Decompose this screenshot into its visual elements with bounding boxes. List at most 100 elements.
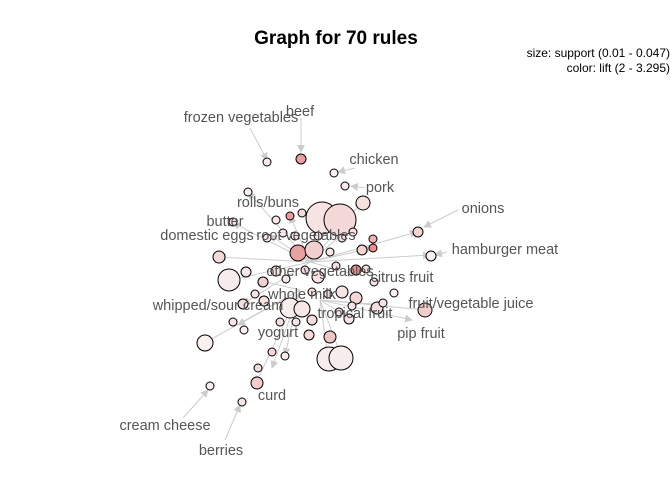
edge [337,166,356,175]
rule-node [295,153,307,165]
rule-node [243,187,253,197]
rule-node [291,317,301,327]
legend-color: color: lift (2 - 3.295) [566,61,670,75]
rule-node [313,231,323,241]
rule-node [280,351,290,361]
rule-node [343,313,355,325]
item-label: onions [462,201,505,217]
rule-node [340,181,350,191]
rule-node [228,217,238,227]
rule-node [217,268,241,292]
edge [423,209,459,228]
rule-node [281,274,291,284]
item-label: rolls/buns [237,195,299,211]
rule-node [297,208,307,218]
rule-node [331,261,341,271]
rule-node [270,265,282,277]
rule-node [350,264,362,276]
edge [309,251,431,263]
item-label: frozen vegetables [184,110,298,126]
edge [224,404,241,441]
rule-node [368,234,378,244]
rule-node [205,381,215,391]
rule-node [237,397,247,407]
rule-node [250,376,264,390]
rule-node [347,301,357,311]
item-label: curd [258,388,286,404]
rule-node [323,330,337,344]
edge [218,253,311,263]
item-label: domestic eggs [160,228,254,244]
graph-title: Graph for 70 rules [254,28,418,49]
item-label: chicken [349,152,398,168]
rule-node [257,276,269,288]
rule-node [325,247,335,257]
rule-node [311,270,325,284]
item-label: tropical fruit [318,306,393,322]
rule-node [304,240,324,260]
item-label: pip fruit [397,326,445,342]
item-label: beef [286,104,315,120]
edge [182,389,209,419]
rule-node [328,345,354,371]
rule-node [303,329,315,341]
rule-node [293,300,311,318]
rule-node [239,325,249,335]
rule-node [329,168,339,178]
item-label: whole milk [267,287,336,303]
rule-node [335,285,349,299]
rule-node [378,298,388,308]
item-label: citrus fruit [371,270,434,286]
rule-node [212,250,226,264]
item-label: berries [199,443,243,459]
rule-node [262,233,272,243]
edge [434,249,448,258]
rule-node [267,347,277,357]
edge [249,127,268,161]
rule-node [300,265,310,275]
rule-node [389,288,399,298]
legend: size: support (0.01 - 0.047) color: lift… [527,46,670,76]
item-label: pork [366,180,395,196]
rule-node [275,317,285,327]
rule-node [262,157,272,167]
legend-size: size: support (0.01 - 0.047) [526,46,670,60]
rule-node [348,227,358,237]
rule-node [237,298,249,310]
item-label: other vegetables [266,264,373,280]
edge [237,289,301,326]
rule-node [361,264,371,274]
rule-node [306,314,318,326]
edge [319,299,413,323]
graph-labels: beef frozen vegetables chicken pork onio… [119,104,558,459]
rule-node [285,211,295,221]
rule-node [289,244,307,262]
rule-node [369,277,379,287]
graph-nodes [196,153,437,407]
item-label: fruit/vegetable juice [409,296,534,312]
rule-node [356,244,368,256]
edge [319,299,351,319]
rule-node [337,233,347,243]
rule-node [412,226,424,238]
rule-node [250,289,260,299]
item-label: butter [206,214,243,230]
rule-node [355,195,371,211]
rule-node [290,231,300,241]
item-label: whipped/sour cream [152,298,284,314]
rule-node [334,307,344,317]
item-label: hamburger meat [452,242,558,258]
item-label: cream cheese [119,418,210,434]
rule-node [323,289,333,299]
edge [350,183,366,191]
rule-node [253,363,263,373]
rule-node [368,243,378,253]
rule-node [258,295,270,307]
rule-node [240,266,252,278]
rule-node [278,228,288,238]
item-label: yogurt [258,325,298,341]
rule-node [228,317,238,327]
rule-node [307,287,317,297]
rule-node [196,334,214,352]
